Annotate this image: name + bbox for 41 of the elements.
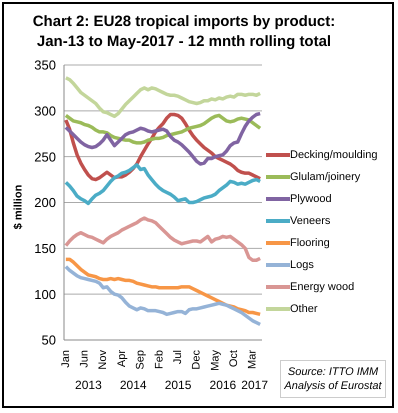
text: 2015 bbox=[164, 378, 192, 392]
line-series bbox=[64, 112, 262, 166]
legend-label: Plywood bbox=[290, 193, 332, 205]
legend-label: Other bbox=[290, 303, 318, 315]
line-series bbox=[64, 163, 262, 206]
chart-title: Chart 2: EU28 tropical imports by product: Jan-13 to May-2017 - 12 mnth rolling total bbox=[32, 12, 336, 52]
legend-label: Glulam/joinery bbox=[290, 171, 360, 183]
legend-label: Decking/moulding bbox=[290, 149, 378, 161]
y-tick-label: 100 bbox=[34, 286, 56, 302]
legend-label: Flooring bbox=[290, 237, 330, 249]
line-series bbox=[64, 264, 262, 326]
legend-label: Logs bbox=[290, 259, 314, 271]
y-tick-label: 350 bbox=[34, 58, 56, 73]
x-tick-label: Sep bbox=[134, 350, 147, 370]
y-tick-label: 150 bbox=[34, 240, 56, 256]
legend-label: Energy wood bbox=[290, 281, 354, 293]
x-tick-label: Feb bbox=[153, 350, 166, 369]
x-tick-label: Apr bbox=[116, 350, 128, 368]
y-tick-label: 300 bbox=[34, 103, 56, 118]
x-tick-label: May bbox=[209, 350, 222, 371]
text: 2017 bbox=[240, 378, 269, 392]
y-tick-label: 50 bbox=[42, 332, 56, 348]
line-series bbox=[64, 114, 262, 145]
x-tick-label: Jan bbox=[60, 350, 72, 368]
x-tick-label: Nov bbox=[97, 350, 110, 370]
line-series bbox=[64, 216, 262, 262]
line-series bbox=[64, 76, 262, 118]
text: 2016 bbox=[208, 378, 238, 392]
y-tick-label: 250 bbox=[34, 149, 56, 164]
source-note: Source: ITTO IMM Analysis of Eurostat bbox=[280, 360, 386, 398]
x-tick-label: Jul bbox=[172, 350, 184, 364]
x-tick-label: Dec bbox=[190, 350, 203, 370]
text: 2014 bbox=[118, 378, 148, 392]
text: 2013 bbox=[74, 378, 103, 392]
line-series bbox=[64, 258, 262, 316]
y-tick-label: 200 bbox=[34, 195, 56, 210]
x-tick-label: Mar bbox=[246, 350, 259, 369]
legend-label: Veneers bbox=[290, 215, 330, 227]
x-tick-label: Jun bbox=[78, 350, 91, 368]
y-axis-title: $ million bbox=[12, 184, 24, 230]
x-tick-label: Oct bbox=[228, 350, 240, 368]
